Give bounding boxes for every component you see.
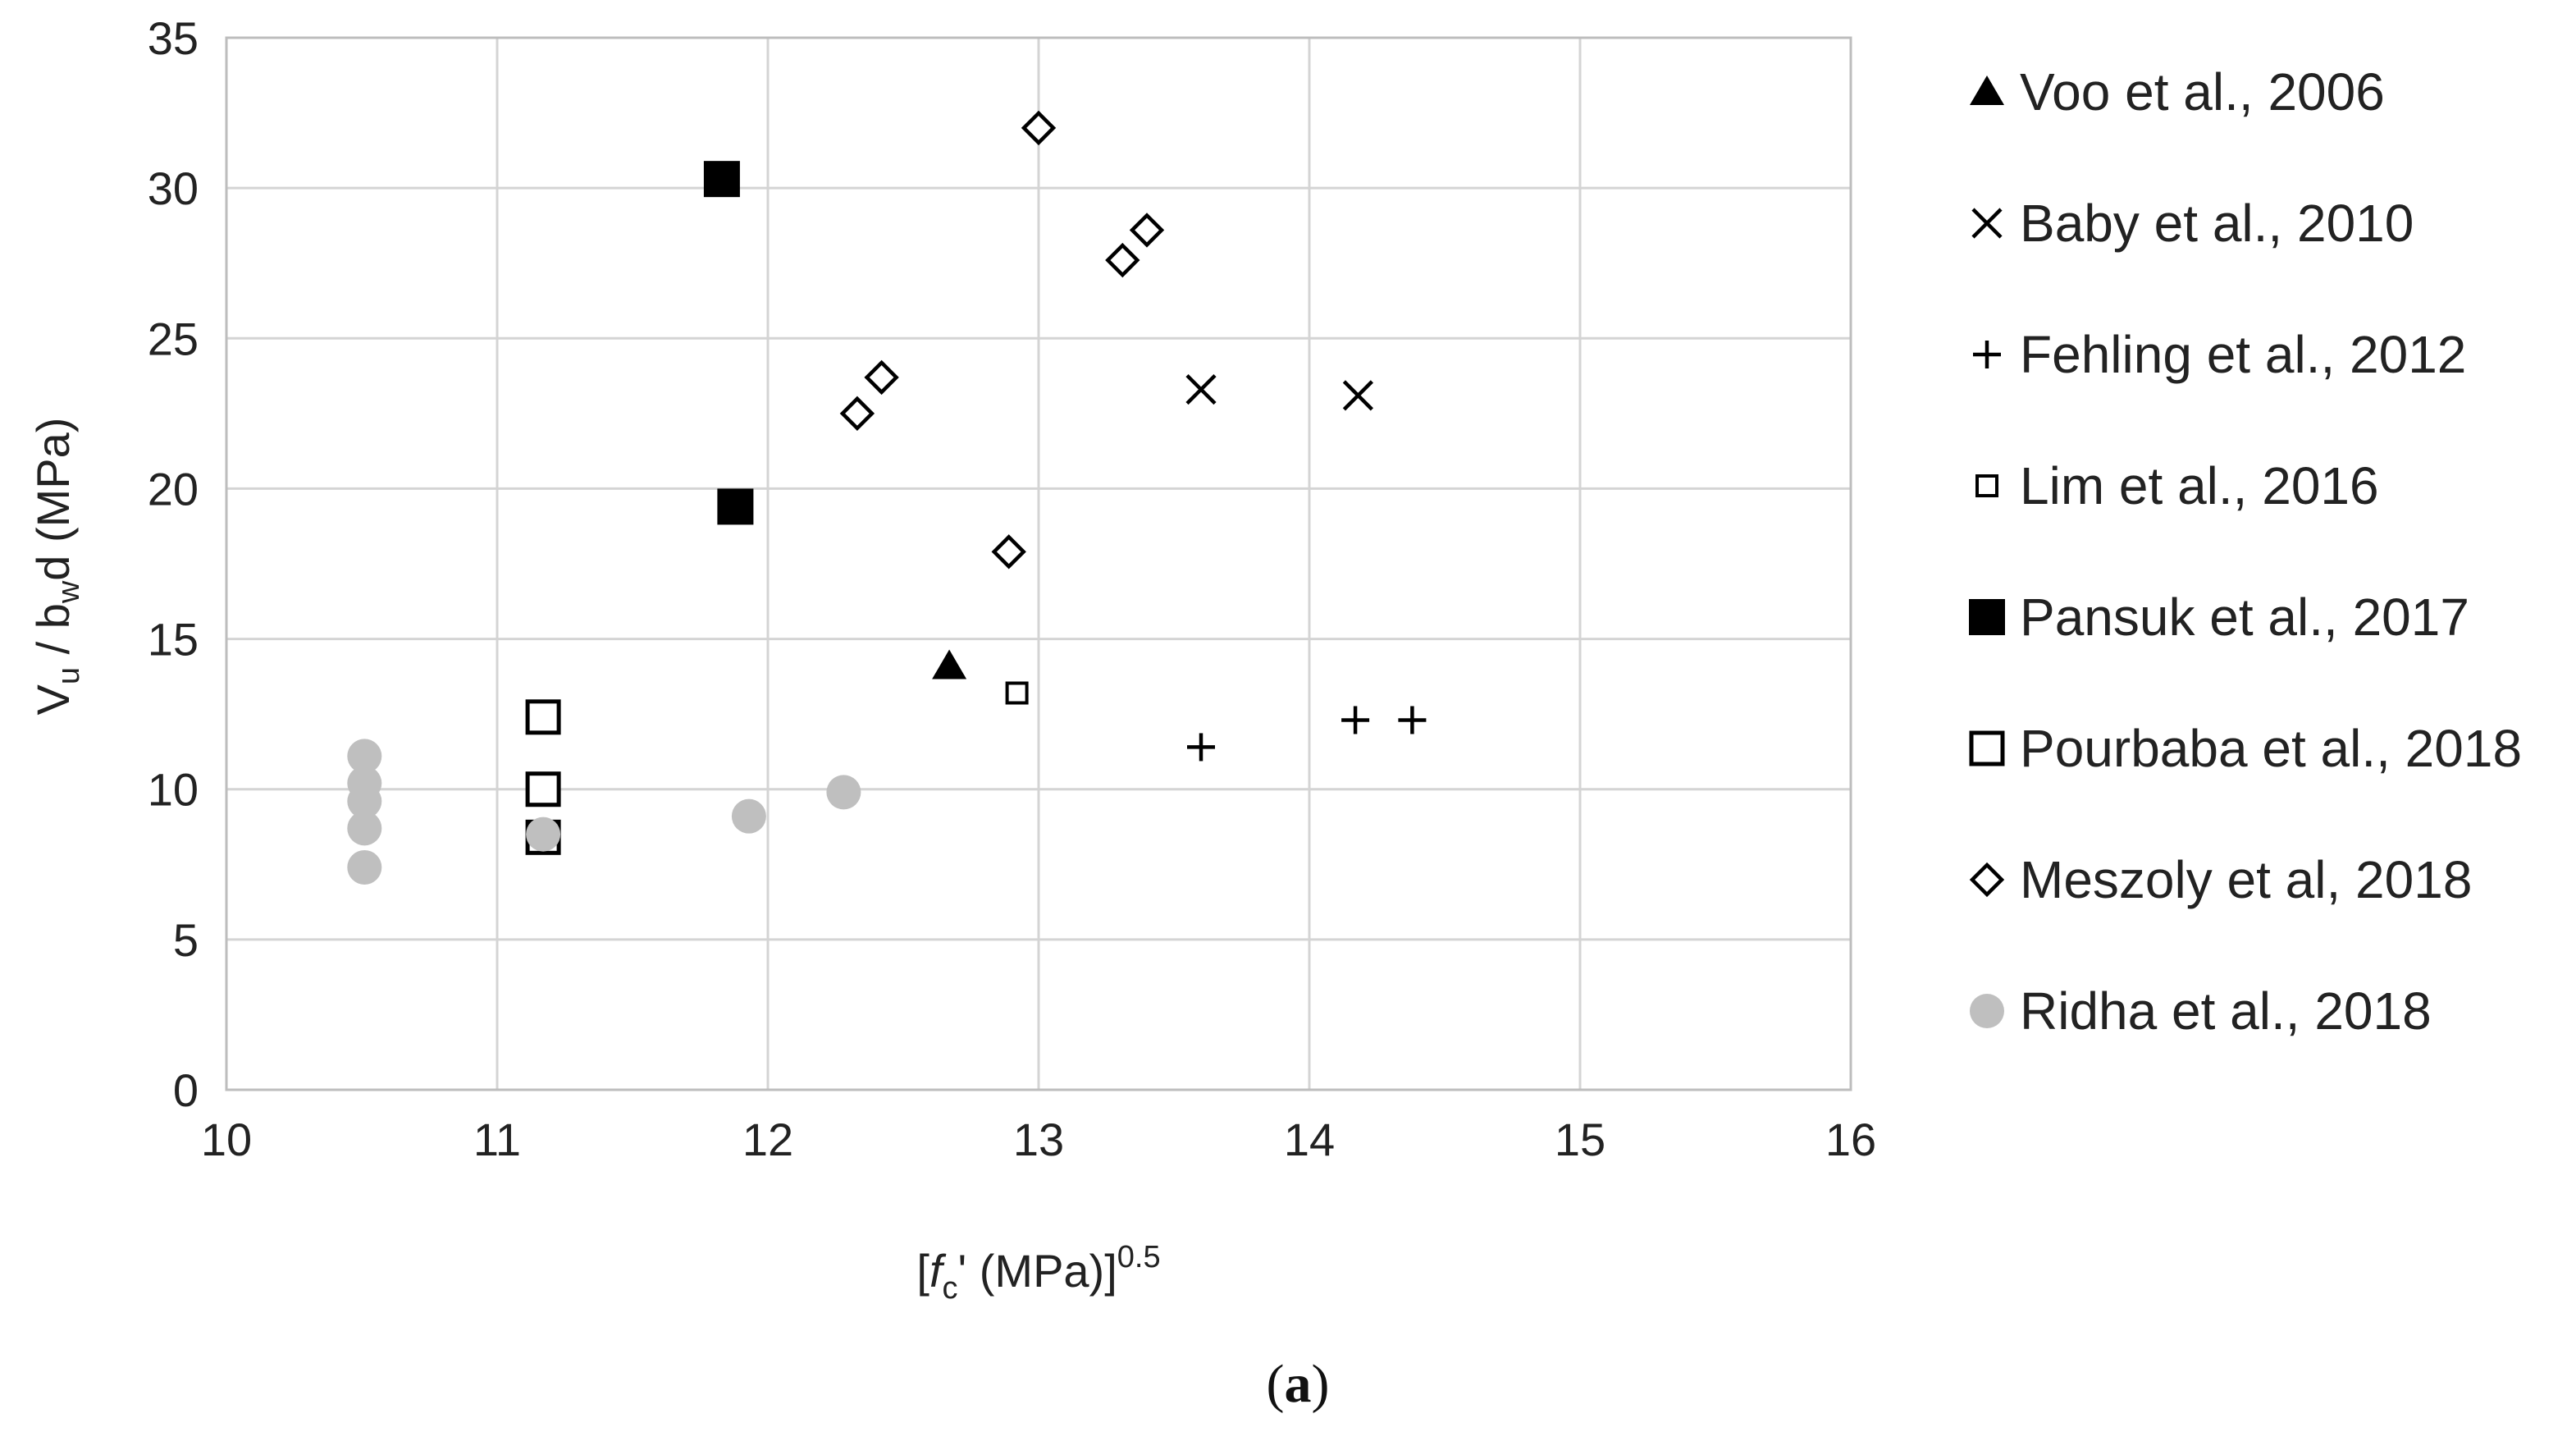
- legend-label: Meszoly et al, 2018: [2020, 850, 2472, 909]
- data-point-circle-filled: [347, 739, 382, 774]
- data-point-x: [1342, 380, 1373, 411]
- y-tick-label: 35: [148, 12, 199, 64]
- data-point-diamond-open: [1129, 213, 1165, 248]
- legend-marker-square-filled: [1969, 599, 2005, 635]
- legend-item: Fehling et al., 2012: [1973, 325, 2466, 384]
- legend-label: Pourbaba et al., 2018: [2020, 719, 2522, 778]
- data-point-square-open-small: [1005, 681, 1029, 705]
- legend-label: Ridha et al., 2018: [2020, 981, 2432, 1041]
- legend-item: Meszoly et al, 2018: [1969, 850, 2472, 909]
- data-points: [347, 110, 1427, 885]
- data-point-square-open: [525, 771, 561, 808]
- data-point-plus: [1341, 706, 1370, 734]
- x-tick-label: 12: [742, 1114, 793, 1165]
- data-point-square-open: [525, 699, 561, 735]
- x-tick-label: 16: [1825, 1114, 1876, 1165]
- y-tick-label: 25: [148, 313, 199, 364]
- legend-item: Pourbaba et al., 2018: [1969, 719, 2522, 778]
- legend-item: Ridha et al., 2018: [1970, 981, 2432, 1041]
- legend-label: Baby et al., 2010: [2020, 194, 2414, 253]
- legend-label: Lim et al., 2016: [2020, 456, 2379, 515]
- y-tick-label: 10: [148, 764, 199, 816]
- legend-label: Fehling et al., 2012: [2020, 325, 2466, 384]
- x-tick-label: 11: [473, 1114, 521, 1165]
- data-point-square-filled: [717, 488, 754, 525]
- y-tick-label: 5: [173, 914, 199, 966]
- plot-area-frame: [225, 36, 1852, 1091]
- legend-marker-circle-filled: [1970, 994, 2004, 1028]
- x-axis-label: [fc' (MPa)]0.5: [916, 1240, 1160, 1306]
- legend-item: Lim et al., 2016: [1975, 456, 2379, 515]
- data-point-circle-filled: [526, 817, 561, 852]
- data-point-circle-filled: [347, 784, 382, 819]
- data-point-diamond-open: [991, 534, 1026, 570]
- legend-item: Voo et al., 2006: [1970, 62, 2385, 121]
- data-point-diamond-open: [864, 359, 899, 396]
- x-tick-labels: 10 11 12 13 14 15 16: [201, 1114, 1876, 1165]
- legend-marker-square-open: [1969, 730, 2005, 766]
- legend-marker-plus: [1973, 341, 2001, 368]
- data-point-circle-filled: [731, 798, 766, 834]
- data-point-diamond-open: [1021, 110, 1057, 146]
- y-tick-label: 30: [148, 162, 199, 214]
- data-point-x: [1185, 373, 1217, 405]
- legend-marker-triangle-filled: [1970, 75, 2004, 105]
- data-point-triangle-filled: [932, 649, 967, 679]
- y-tick-labels: 0 5 10 15 20 25 30 35: [148, 12, 199, 1116]
- x-tick-label: 15: [1555, 1114, 1605, 1165]
- y-tick-label: 20: [148, 463, 199, 515]
- figure-caption: (a): [1267, 1354, 1330, 1414]
- legend-item: Pansuk et al., 2017: [1969, 588, 2469, 647]
- x-tick-label: 13: [1013, 1114, 1064, 1165]
- data-point-square-filled: [703, 161, 740, 198]
- y-tick-label: 15: [148, 614, 199, 666]
- gridlines: [225, 36, 1852, 1091]
- legend-label: Voo et al., 2006: [2020, 62, 2385, 121]
- data-point-circle-filled: [826, 775, 861, 810]
- y-tick-label: 0: [173, 1064, 199, 1116]
- x-tick-label: 10: [201, 1114, 252, 1165]
- data-point-diamond-open: [1105, 242, 1140, 278]
- legend-item: Baby et al., 2010: [1971, 194, 2414, 253]
- data-point-diamond-open: [839, 396, 875, 432]
- legend-label: Pansuk et al., 2017: [2020, 588, 2469, 647]
- data-point-plus: [1398, 706, 1427, 734]
- data-point-circle-filled: [347, 811, 382, 846]
- legend-marker-x: [1971, 208, 2003, 239]
- data-point-circle-filled: [347, 849, 382, 885]
- legend-marker-diamond-open: [1969, 862, 2005, 898]
- data-point-plus: [1187, 733, 1215, 762]
- legend: Voo et al., 2006 Baby et al., 2010 Fehling…: [1969, 62, 2522, 1041]
- x-tick-label: 14: [1284, 1114, 1335, 1165]
- y-axis-label: Vu / bwd (MPa): [27, 418, 86, 716]
- legend-marker-square-open-small: [1975, 474, 1998, 497]
